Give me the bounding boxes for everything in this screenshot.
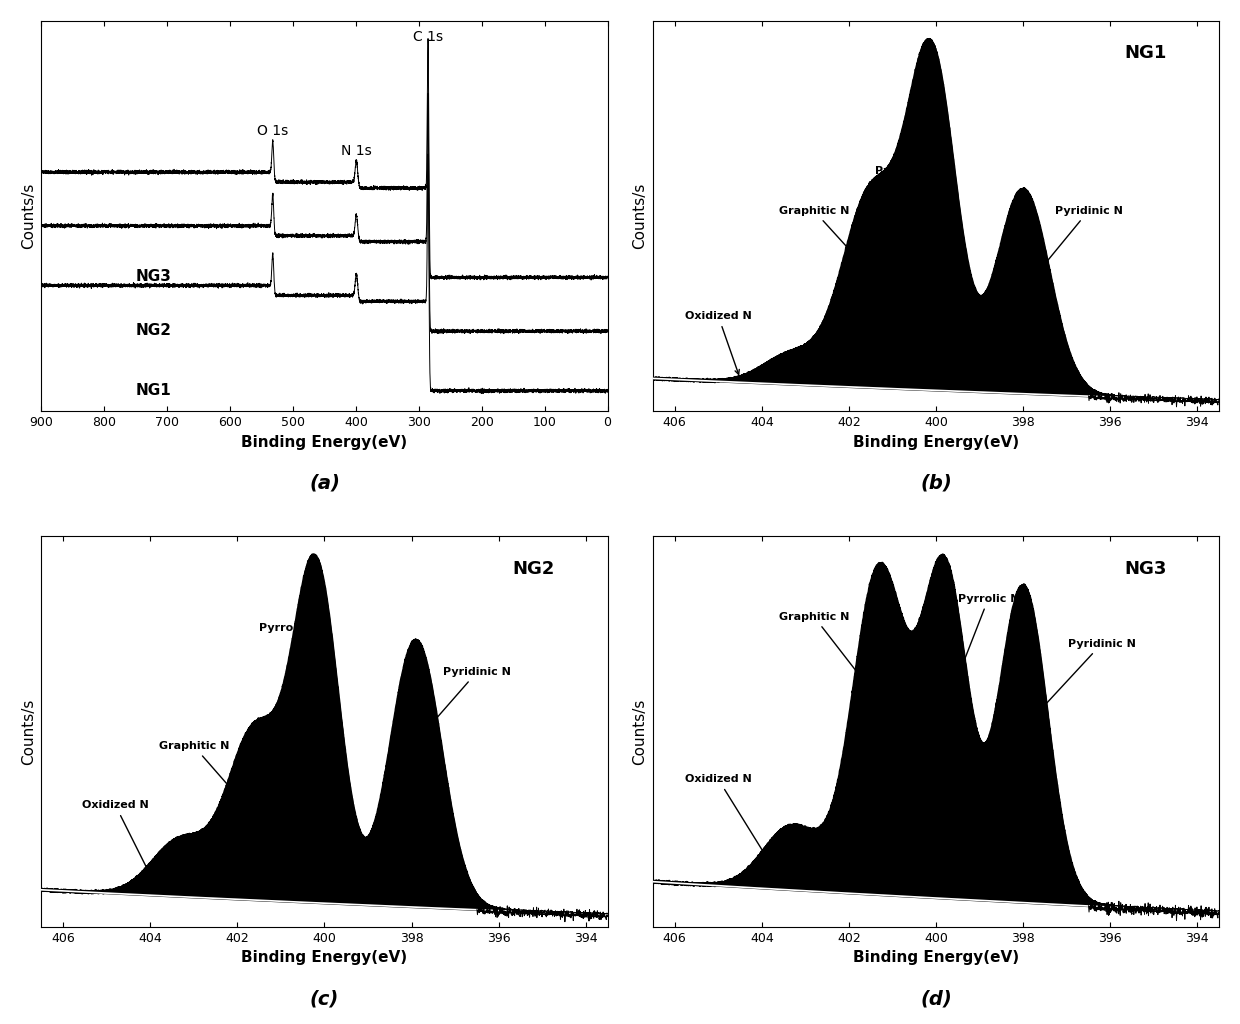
Text: Graphitic N: Graphitic N (779, 206, 868, 270)
Text: NG2: NG2 (513, 560, 556, 578)
Text: Graphitic N: Graphitic N (779, 611, 877, 697)
Y-axis label: Counts/s: Counts/s (21, 183, 36, 249)
Text: C 1s: C 1s (413, 31, 444, 44)
Y-axis label: Counts/s: Counts/s (632, 183, 647, 249)
Text: Oxidized N: Oxidized N (684, 311, 751, 375)
Text: Pyrrolic N: Pyrrolic N (875, 166, 936, 187)
Text: Pyrrolic N: Pyrrolic N (946, 594, 1019, 706)
Y-axis label: Counts/s: Counts/s (21, 698, 36, 765)
Text: (c): (c) (310, 989, 339, 1009)
Text: NG3: NG3 (1125, 560, 1167, 578)
Text: NG2: NG2 (135, 324, 172, 338)
Text: Pyrrolic N: Pyrrolic N (259, 623, 320, 693)
X-axis label: Binding Energy(eV): Binding Energy(eV) (853, 950, 1019, 966)
Text: Pyridinic N: Pyridinic N (1034, 206, 1122, 276)
X-axis label: Binding Energy(eV): Binding Energy(eV) (242, 435, 408, 450)
Text: Pyridinic N: Pyridinic N (419, 667, 511, 738)
X-axis label: Binding Energy(eV): Binding Energy(eV) (242, 950, 408, 966)
Text: NG3: NG3 (135, 269, 171, 285)
Text: Pyridinic N: Pyridinic N (1035, 639, 1136, 716)
Y-axis label: Counts/s: Counts/s (632, 698, 647, 765)
X-axis label: Binding Energy(eV): Binding Energy(eV) (853, 435, 1019, 450)
Text: Graphitic N: Graphitic N (159, 741, 252, 812)
Text: Oxidized N: Oxidized N (82, 801, 149, 871)
Text: (b): (b) (920, 474, 952, 493)
Text: NG1: NG1 (135, 383, 171, 397)
Text: O 1s: O 1s (257, 124, 289, 138)
Text: (d): (d) (920, 989, 952, 1009)
Text: Oxidized N: Oxidized N (684, 774, 769, 860)
Text: NG1: NG1 (1125, 44, 1167, 62)
Text: N 1s: N 1s (341, 143, 372, 158)
Text: (a): (a) (309, 474, 340, 493)
